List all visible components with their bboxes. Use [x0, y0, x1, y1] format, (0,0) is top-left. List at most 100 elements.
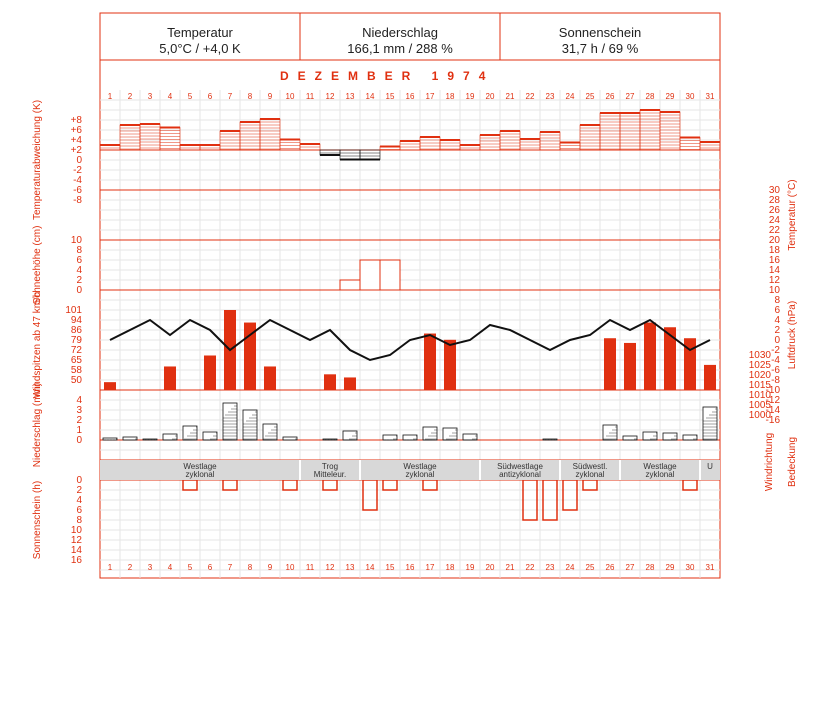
temp-dev-bar [359, 149, 381, 160]
day-labels-bottom: 1 2 3 4 5 6 7 8 9 10 11 12 13 14 15 16 17 18 19 20 21 22 23 24 2… [108, 563, 715, 572]
tick-label: 2 [76, 415, 82, 426]
sun-bar [322, 479, 338, 491]
day-label: 1 [108, 92, 113, 101]
temp-dev-bar [599, 112, 621, 151]
temp-dev-bar [699, 141, 721, 151]
tick-label: 1025 [749, 360, 772, 371]
day-label: 3 [148, 92, 153, 101]
precip-bar [262, 423, 278, 441]
precip-bar [602, 424, 618, 441]
tick-label: +6 [71, 125, 83, 136]
day-label: 24 [566, 92, 575, 101]
tick-label: -2 [73, 165, 82, 176]
weather-type-band: WestlagezyklonalTrogMitteleur.Westlagezy… [100, 460, 720, 480]
temperature-line [109, 318, 711, 362]
day-label: 6 [208, 92, 213, 101]
tick-label: -6 [73, 185, 82, 196]
tick-label: 8 [774, 295, 780, 306]
sun-value: 31,7 h / 69 % [562, 41, 639, 56]
day-label: 20 [486, 563, 495, 572]
temp-dev-bar [659, 111, 681, 151]
tick-label: -8 [73, 195, 82, 206]
day-label: 22 [526, 563, 535, 572]
day-label: 4 [168, 563, 173, 572]
weather-type-label: zyklonal [576, 470, 605, 479]
tick-label: 8 [76, 245, 82, 256]
tick-label: 4 [76, 395, 82, 406]
precip-title: Niederschlag [362, 25, 438, 40]
tick-label: 94 [71, 315, 83, 326]
tick-label: 0 [76, 475, 82, 486]
precip-bar [342, 430, 358, 441]
day-label: 11 [306, 92, 315, 101]
weather-type-label: Südwestl. [573, 462, 608, 471]
tick-label: +8 [71, 115, 83, 126]
day-label: 26 [606, 563, 615, 572]
snow-depth-series [339, 259, 401, 291]
tick-label: 3 [76, 405, 82, 416]
day-label: 21 [506, 92, 515, 101]
wind-bar [644, 322, 656, 390]
tick-label: 0 [76, 155, 82, 166]
tick-label: 86 [71, 325, 83, 336]
tick-label: -6 [771, 365, 780, 376]
precip-bar [322, 438, 338, 441]
day-label: 2 [128, 563, 133, 572]
snow-bar [379, 259, 401, 291]
label-wind-dir: Windrichtung [764, 433, 775, 491]
sun-title: Sonnenschein [559, 25, 641, 40]
tick-label: 6 [76, 505, 82, 516]
tick-label: 30 [769, 185, 781, 196]
tick-label: -16 [766, 415, 781, 426]
tick-label: 2 [76, 275, 82, 286]
sun-bar [222, 479, 238, 491]
tick-label: -4 [771, 355, 780, 366]
temp-value: 5,0°C / +4,0 K [159, 41, 241, 56]
tick-label: -14 [766, 405, 781, 416]
tick-label: 0 [76, 435, 82, 446]
day-label: 21 [506, 563, 515, 572]
day-label: 17 [426, 563, 435, 572]
day-label: 7 [228, 92, 233, 101]
tick-label: 28 [769, 195, 781, 206]
label-precip: Niederschlag (mm) [32, 383, 43, 467]
tick-label: 4 [76, 495, 82, 506]
sun-bar [562, 479, 578, 511]
tick-label: 4 [76, 265, 82, 276]
weather-type-label: U [707, 462, 713, 471]
wind-bar [684, 338, 696, 390]
day-label: 29 [666, 563, 675, 572]
precip-bar [682, 434, 698, 441]
tick-label: -10 [766, 385, 781, 396]
day-label: 18 [446, 92, 455, 101]
wind-bar [104, 382, 116, 390]
wind-gust-series [104, 310, 716, 390]
precip-bar [542, 438, 558, 441]
temp-right-ticks: 302826242220181614121086420-2-4-6-8-10-1… [766, 185, 781, 426]
day-label: 7 [228, 563, 233, 572]
precip-bar [442, 427, 458, 441]
temp-dev-bar [139, 123, 161, 151]
precip-bar [102, 437, 118, 441]
chart-frame [99, 59, 721, 579]
temp-dev-bar [619, 112, 641, 151]
temp-dev-bar [519, 138, 541, 151]
label-snow: Schneehöhe (cm) [32, 226, 43, 305]
precip-bar [122, 436, 138, 441]
tick-label: 2 [76, 485, 82, 496]
day-label: 31 [706, 563, 715, 572]
tick-label: 20 [769, 235, 781, 246]
precip-bar [242, 409, 258, 441]
day-label: 27 [626, 563, 635, 572]
temp-deviation-series [99, 109, 721, 161]
wind-bar [704, 364, 716, 390]
sun-bar [362, 479, 378, 511]
temperature-series [109, 318, 711, 362]
tick-label: 16 [769, 255, 781, 266]
tick-label: 14 [769, 265, 781, 276]
wind-bar [264, 366, 276, 390]
tick-label: -4 [73, 175, 82, 186]
